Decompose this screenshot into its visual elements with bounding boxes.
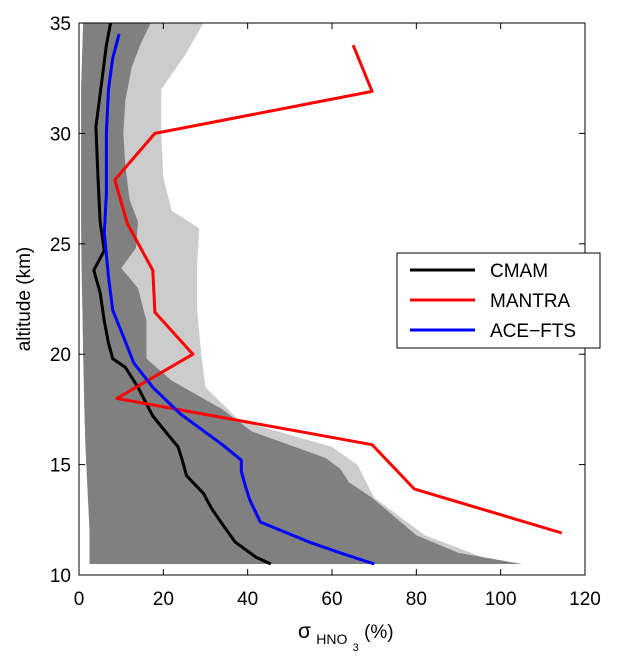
legend-label-mantra: MANTRA	[490, 291, 571, 312]
x-tick-label: 60	[321, 589, 342, 610]
x-tick-label: 120	[569, 589, 601, 610]
y-tick-label: 15	[50, 456, 71, 477]
x-axis-label-symbol: σ	[298, 620, 311, 643]
dark-gray-band	[81, 23, 522, 564]
legend: CMAM MANTRA ACE−FTS	[396, 252, 601, 349]
data-series	[92, 23, 563, 566]
x-tick-label: 100	[485, 589, 517, 610]
x-tick-label: 80	[406, 589, 427, 610]
series-line-mantra	[113, 44, 563, 535]
y-tick-label: 35	[50, 14, 71, 35]
series-line-cmam	[92, 23, 272, 566]
series-line-ace-fts	[102, 33, 375, 566]
x-axis-label-subsubscript: 3	[353, 642, 359, 654]
x-axis-label-subscript: HNO	[316, 631, 347, 647]
x-tick-label: 20	[153, 589, 174, 610]
y-tick-label: 30	[50, 124, 71, 145]
legend-label-ace-fts: ACE−FTS	[490, 321, 576, 342]
x-axis-label: σ HNO 3 (%)	[298, 620, 394, 656]
confidence-bands	[81, 23, 522, 564]
axis-ticks: 0 20 40 60 80 100 120 10 15 20 25 30 35	[50, 14, 601, 610]
x-tick-label: 40	[237, 589, 258, 610]
y-tick-label: 25	[50, 235, 71, 256]
y-tick-label: 10	[50, 566, 71, 587]
legend-label-cmam: CMAM	[490, 261, 548, 282]
y-tick-label: 20	[50, 345, 71, 366]
x-axis-label-unit: (%)	[364, 622, 394, 643]
y-axis-label: altitude (km)	[14, 247, 35, 352]
x-tick-label: 0	[74, 589, 85, 610]
